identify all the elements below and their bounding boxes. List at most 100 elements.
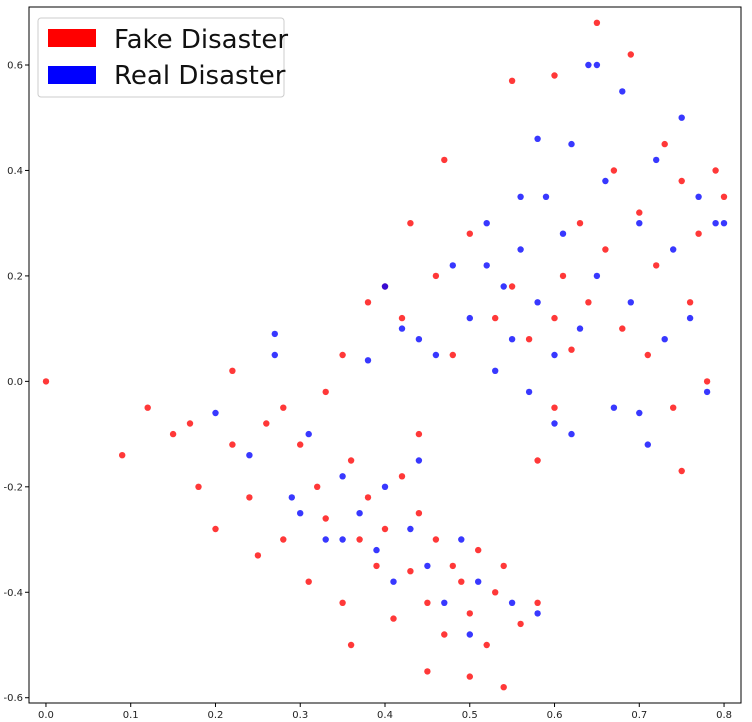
point-fake-disaster-43	[593, 19, 601, 26]
point-real-disaster-45	[670, 246, 677, 253]
point-fake-disaster-29	[449, 562, 456, 570]
legend-swatch-fake-disaster	[48, 29, 96, 47]
point-fake-disaster-39	[559, 272, 567, 280]
point-fake-disaster-48	[636, 209, 643, 216]
point-real-disaster-54	[466, 631, 473, 638]
point-real-disaster-2	[271, 330, 278, 338]
point-real-disaster-40	[627, 299, 634, 306]
point-fake-disaster-24	[407, 568, 414, 575]
x-tick-label-0: 0.0	[38, 710, 54, 721]
point-fake-disaster-45	[610, 167, 618, 174]
point-fake-disaster-22	[390, 615, 397, 622]
point-real-disaster-44	[661, 336, 668, 343]
point-fake-disaster-38	[551, 314, 558, 322]
point-fake-disaster-72	[424, 668, 431, 675]
point-fake-disaster-81	[415, 430, 423, 438]
point-real-disaster-1	[246, 452, 253, 459]
point-fake-disaster-20	[373, 562, 380, 570]
point-real-disaster-10	[373, 546, 380, 554]
point-fake-disaster-37	[534, 599, 541, 606]
point-fake-disaster-32	[475, 546, 482, 554]
point-fake-disaster-34	[492, 589, 499, 596]
point-fake-disaster-52	[670, 404, 677, 411]
point-real-disaster-36	[593, 272, 601, 280]
point-fake-disaster-78	[229, 367, 236, 374]
point-real-disaster-43	[653, 156, 660, 164]
point-fake-disaster-17	[347, 457, 355, 464]
point-real-disaster-6	[322, 536, 329, 543]
point-real-disaster-11	[381, 483, 389, 490]
point-fake-disaster-54	[686, 299, 694, 306]
point-fake-disaster-46	[619, 325, 626, 332]
point-real-disaster-57	[339, 536, 346, 543]
point-fake-disaster-66	[364, 299, 372, 306]
point-fake-disaster-60	[508, 283, 516, 290]
point-real-disaster-53	[593, 61, 601, 69]
point-fake-disaster-23	[398, 473, 406, 480]
point-fake-disaster-5	[195, 483, 202, 490]
point-fake-disaster-6	[212, 525, 219, 533]
point-fake-disaster-77	[280, 404, 287, 411]
point-fake-disaster-58	[720, 193, 728, 200]
point-real-disaster-23	[483, 220, 490, 227]
point-real-disaster-42	[644, 441, 651, 448]
point-real-disaster-49	[703, 388, 711, 396]
point-fake-disaster-14	[314, 483, 321, 490]
x-tick-label-5: 0.5	[462, 710, 478, 721]
legend-label-fake-disaster: Fake Disaster	[114, 25, 288, 55]
x-tick-label-4: 0.4	[377, 710, 393, 721]
point-real-disaster-47	[686, 314, 694, 322]
point-fake-disaster-13	[305, 578, 312, 585]
point-fake-disaster-10	[263, 420, 270, 427]
x-tick-label-8: 0.8	[716, 710, 732, 721]
point-real-disaster-51	[720, 220, 728, 227]
point-real-disaster-8	[356, 510, 363, 517]
point-fake-disaster-12	[297, 441, 304, 448]
point-fake-disaster-1	[119, 452, 126, 459]
point-fake-disaster-50	[653, 262, 660, 269]
point-fake-disaster-63	[449, 351, 456, 359]
point-real-disaster-64	[636, 409, 643, 417]
point-real-disaster-14	[407, 525, 414, 533]
point-real-disaster-5	[305, 430, 312, 438]
point-fake-disaster-3	[169, 430, 177, 438]
point-fake-disaster-0	[42, 378, 50, 385]
point-real-disaster-46	[678, 114, 685, 121]
point-real-disaster-16	[424, 562, 431, 570]
point-real-disaster-9	[364, 357, 372, 364]
y-tick-label-0: -0.6	[3, 693, 23, 704]
point-fake-disaster-47	[627, 51, 634, 58]
point-real-disaster-24	[492, 367, 499, 374]
y-tick-label-2: -0.2	[3, 482, 23, 493]
point-real-disaster-18	[441, 599, 448, 606]
legend: Fake Disaster Real Disaster	[37, 17, 288, 98]
point-fake-disaster-15	[322, 515, 329, 522]
x-tick-label-6: 0.6	[547, 710, 563, 721]
points-layer	[42, 19, 728, 691]
point-fake-disaster-51	[661, 140, 668, 148]
point-real-disaster-32	[559, 230, 567, 237]
point-fake-disaster-62	[466, 230, 473, 237]
point-fake-disaster-25	[415, 510, 423, 517]
point-fake-disaster-21	[381, 525, 389, 533]
point-real-disaster-61	[483, 262, 490, 269]
point-fake-disaster-44	[602, 246, 609, 253]
point-fake-disaster-68	[407, 220, 414, 227]
point-real-disaster-50	[712, 220, 719, 227]
point-fake-disaster-4	[186, 420, 194, 427]
x-tick-label-1: 0.1	[123, 710, 139, 721]
point-fake-disaster-28	[441, 631, 448, 638]
point-fake-disaster-67	[339, 351, 346, 359]
point-fake-disaster-53	[678, 177, 685, 185]
point-real-disaster-39	[619, 88, 626, 95]
x-tick-label-7: 0.7	[631, 710, 647, 721]
point-real-disaster-62	[517, 193, 524, 200]
point-fake-disaster-41	[576, 220, 584, 227]
point-fake-disaster-42	[585, 299, 592, 306]
point-real-disaster-17	[432, 351, 440, 359]
x-tick-label-3: 0.3	[292, 710, 308, 721]
point-real-disaster-7	[339, 473, 346, 480]
point-fake-disaster-2	[144, 404, 151, 411]
legend-box	[37, 17, 285, 98]
